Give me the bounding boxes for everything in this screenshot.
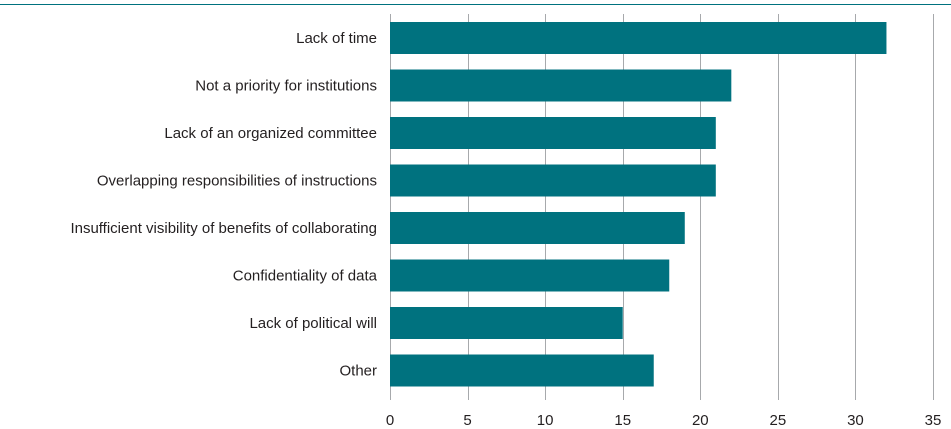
x-tick-label-30: 30 [847, 412, 864, 429]
bar-3 [390, 117, 716, 149]
category-label-6: Confidentiality of data [233, 268, 378, 285]
bar-6 [390, 259, 670, 292]
category-label-8: Other [339, 363, 377, 380]
category-label-3: Lack of an organized committee [164, 125, 377, 142]
x-tick-label-5: 5 [463, 412, 471, 429]
x-tick-label-15: 15 [614, 412, 631, 429]
bar-7 [390, 307, 623, 339]
x-tick-label-35: 35 [925, 412, 942, 429]
category-label-7: Lack of political will [249, 315, 377, 332]
x-tick-label-20: 20 [692, 412, 709, 429]
x-tick-label-10: 10 [537, 412, 554, 429]
category-labels: Lack of time Not a priority for instituti… [70, 30, 377, 380]
x-tick-label-25: 25 [770, 412, 787, 429]
x-tick-label-0: 0 [386, 412, 394, 429]
bar-8 [390, 354, 654, 387]
category-label-2: Not a priority for institutions [195, 78, 377, 95]
bar-2 [390, 69, 732, 102]
bar-5 [390, 212, 685, 244]
category-label-1: Lack of time [296, 30, 377, 47]
bars [390, 22, 887, 387]
bar-4 [390, 164, 716, 197]
category-label-5: Insufficient visibility of benefits of c… [70, 220, 377, 237]
x-axis-tick-labels: 0 5 10 15 20 25 30 35 [386, 412, 942, 429]
bar-1 [390, 22, 887, 54]
category-label-4: Overlapping responsibilities of instruct… [97, 173, 377, 190]
